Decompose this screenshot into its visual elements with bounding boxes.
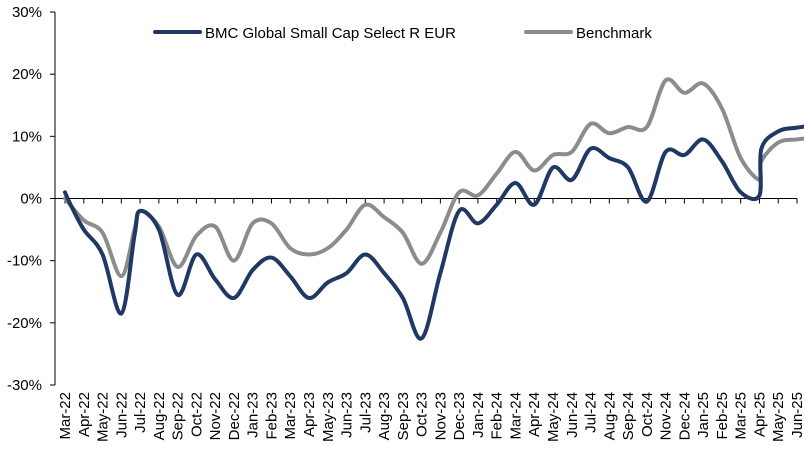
x-tick-label: Jun-22 [113,392,130,438]
x-tick-label: Nov-24 [658,392,675,440]
y-tick-label: 10% [12,128,42,145]
x-tick-label: May-23 [320,392,337,442]
series-lines [63,77,804,341]
x-tick-label: Mar-23 [282,392,299,440]
x-tick-label: Apr-24 [526,392,543,437]
y-tick-label: 0% [20,191,42,208]
y-tick-label: 20% [12,66,42,83]
legend: BMC Global Small Cap Select R EUR Benchm… [153,25,652,42]
x-tick-label: Dec-24 [676,392,693,440]
y-tick-label: -10% [7,253,42,270]
x-tick-label: May-25 [770,392,787,442]
x-tick-label: Jun-25 [789,392,804,438]
x-tick-label: Jan-23 [245,392,262,438]
x-tick-label: Oct-24 [639,392,656,437]
series-line-bmc [63,124,804,341]
y-tick-label: 30% [12,4,42,21]
x-tick-label: Aug-23 [376,392,393,440]
x-tick-label: Jun-24 [564,392,581,438]
x-tick-label: Jul-24 [583,392,600,433]
x-tick-label: Feb-24 [489,392,506,440]
x-tick-label: Sep-24 [620,392,637,440]
x-tick-label: Jul-22 [132,392,149,433]
x-tick-label: Sep-22 [170,392,187,440]
x-tick-label: Nov-22 [207,392,224,440]
x-tick-label: Oct-23 [414,392,431,437]
x-tick-label: Apr-23 [301,392,318,437]
x-tick-label: Aug-22 [151,392,168,440]
y-tick-label: -20% [7,315,42,332]
x-tick-label: Aug-24 [601,392,618,440]
x-tick-label: Apr-22 [76,392,93,437]
x-tick-label: May-24 [545,392,562,442]
x-tick-label: Mar-25 [733,392,750,440]
x-tick-label: Jan-25 [695,392,712,438]
x-tick-label: Mar-24 [507,392,524,440]
y-tick-label: -30% [7,377,42,394]
x-tick-label: Feb-25 [714,392,731,440]
x-tick-label: Sep-23 [395,392,412,440]
x-tick-label: Jan-24 [470,392,487,438]
x-tick-label: Feb-23 [263,392,280,440]
x-tick-label: Dec-22 [226,392,243,440]
x-tick-label: Dec-23 [451,392,468,440]
legend-label-benchmark: Benchmark [576,25,652,42]
x-tick-label: May-22 [95,392,112,442]
series-line-benchmark [63,77,804,279]
x-tick-label: Oct-22 [188,392,205,437]
x-tick-label: Apr-25 [751,392,768,437]
x-tick-label: Jun-23 [339,392,356,438]
x-tick-label: Jul-23 [357,392,374,433]
legend-label-bmc: BMC Global Small Cap Select R EUR [205,25,456,42]
x-tick-label: Mar-22 [57,392,74,440]
axes: 30%20%10%0%-10%-20%-30%Mar-22 Apr-22 May-2… [7,4,804,442]
x-tick-label: Nov-23 [432,392,449,440]
